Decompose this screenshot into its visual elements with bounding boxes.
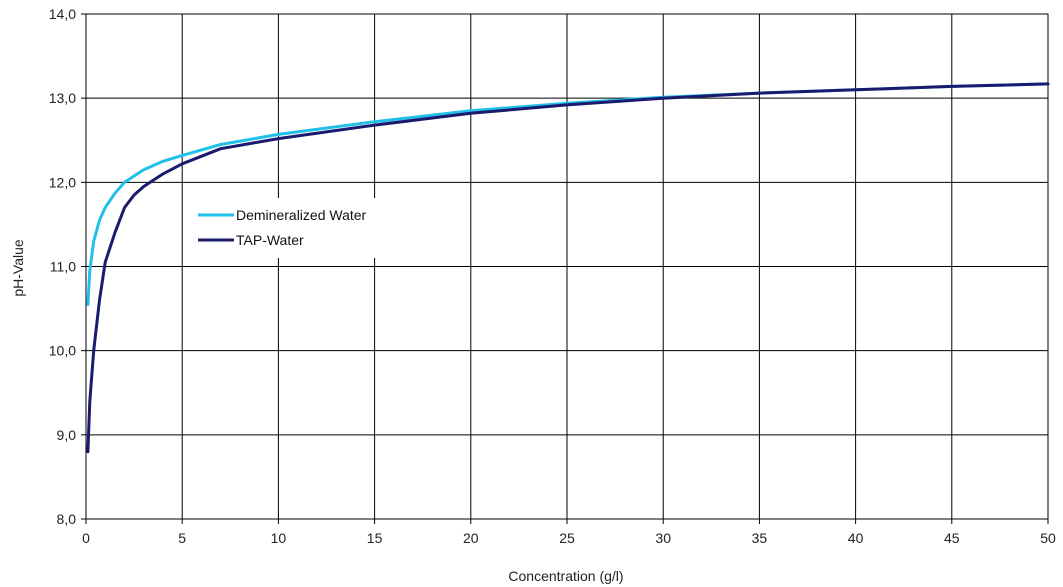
y-tick-label-0: 8,0 (57, 511, 77, 527)
x-tick-label-2: 10 (271, 530, 287, 546)
x-tick-label-8: 40 (848, 530, 864, 546)
y-tick-label-6: 14,0 (49, 6, 76, 22)
x-tick-label-0: 0 (82, 530, 90, 546)
y-tick-label-5: 13,0 (49, 90, 76, 106)
legend-label-demineralized-water: Demineralized Water (236, 207, 367, 223)
legend: Demineralized Water TAP-Water (192, 198, 412, 258)
x-tick-label-4: 20 (463, 530, 479, 546)
legend-label-tap-water: TAP-Water (236, 232, 304, 248)
x-tick-label-6: 30 (655, 530, 671, 546)
x-tick-label-3: 15 (367, 530, 383, 546)
x-tick-label-7: 35 (752, 530, 768, 546)
x-tick-label-5: 25 (559, 530, 575, 546)
y-tick-label-4: 12,0 (49, 174, 76, 190)
y-tick-label-1: 9,0 (57, 427, 77, 443)
y-tick-label-2: 10,0 (49, 343, 76, 359)
y-tick-label-3: 11,0 (50, 259, 76, 275)
x-tick-label-9: 45 (944, 530, 960, 546)
x-axis-title: Concentration (g/l) (508, 568, 623, 584)
x-tick-label-10: 50 (1040, 530, 1056, 546)
y-axis-title: pH-Value (10, 239, 26, 297)
x-tick-label-1: 5 (178, 530, 186, 546)
